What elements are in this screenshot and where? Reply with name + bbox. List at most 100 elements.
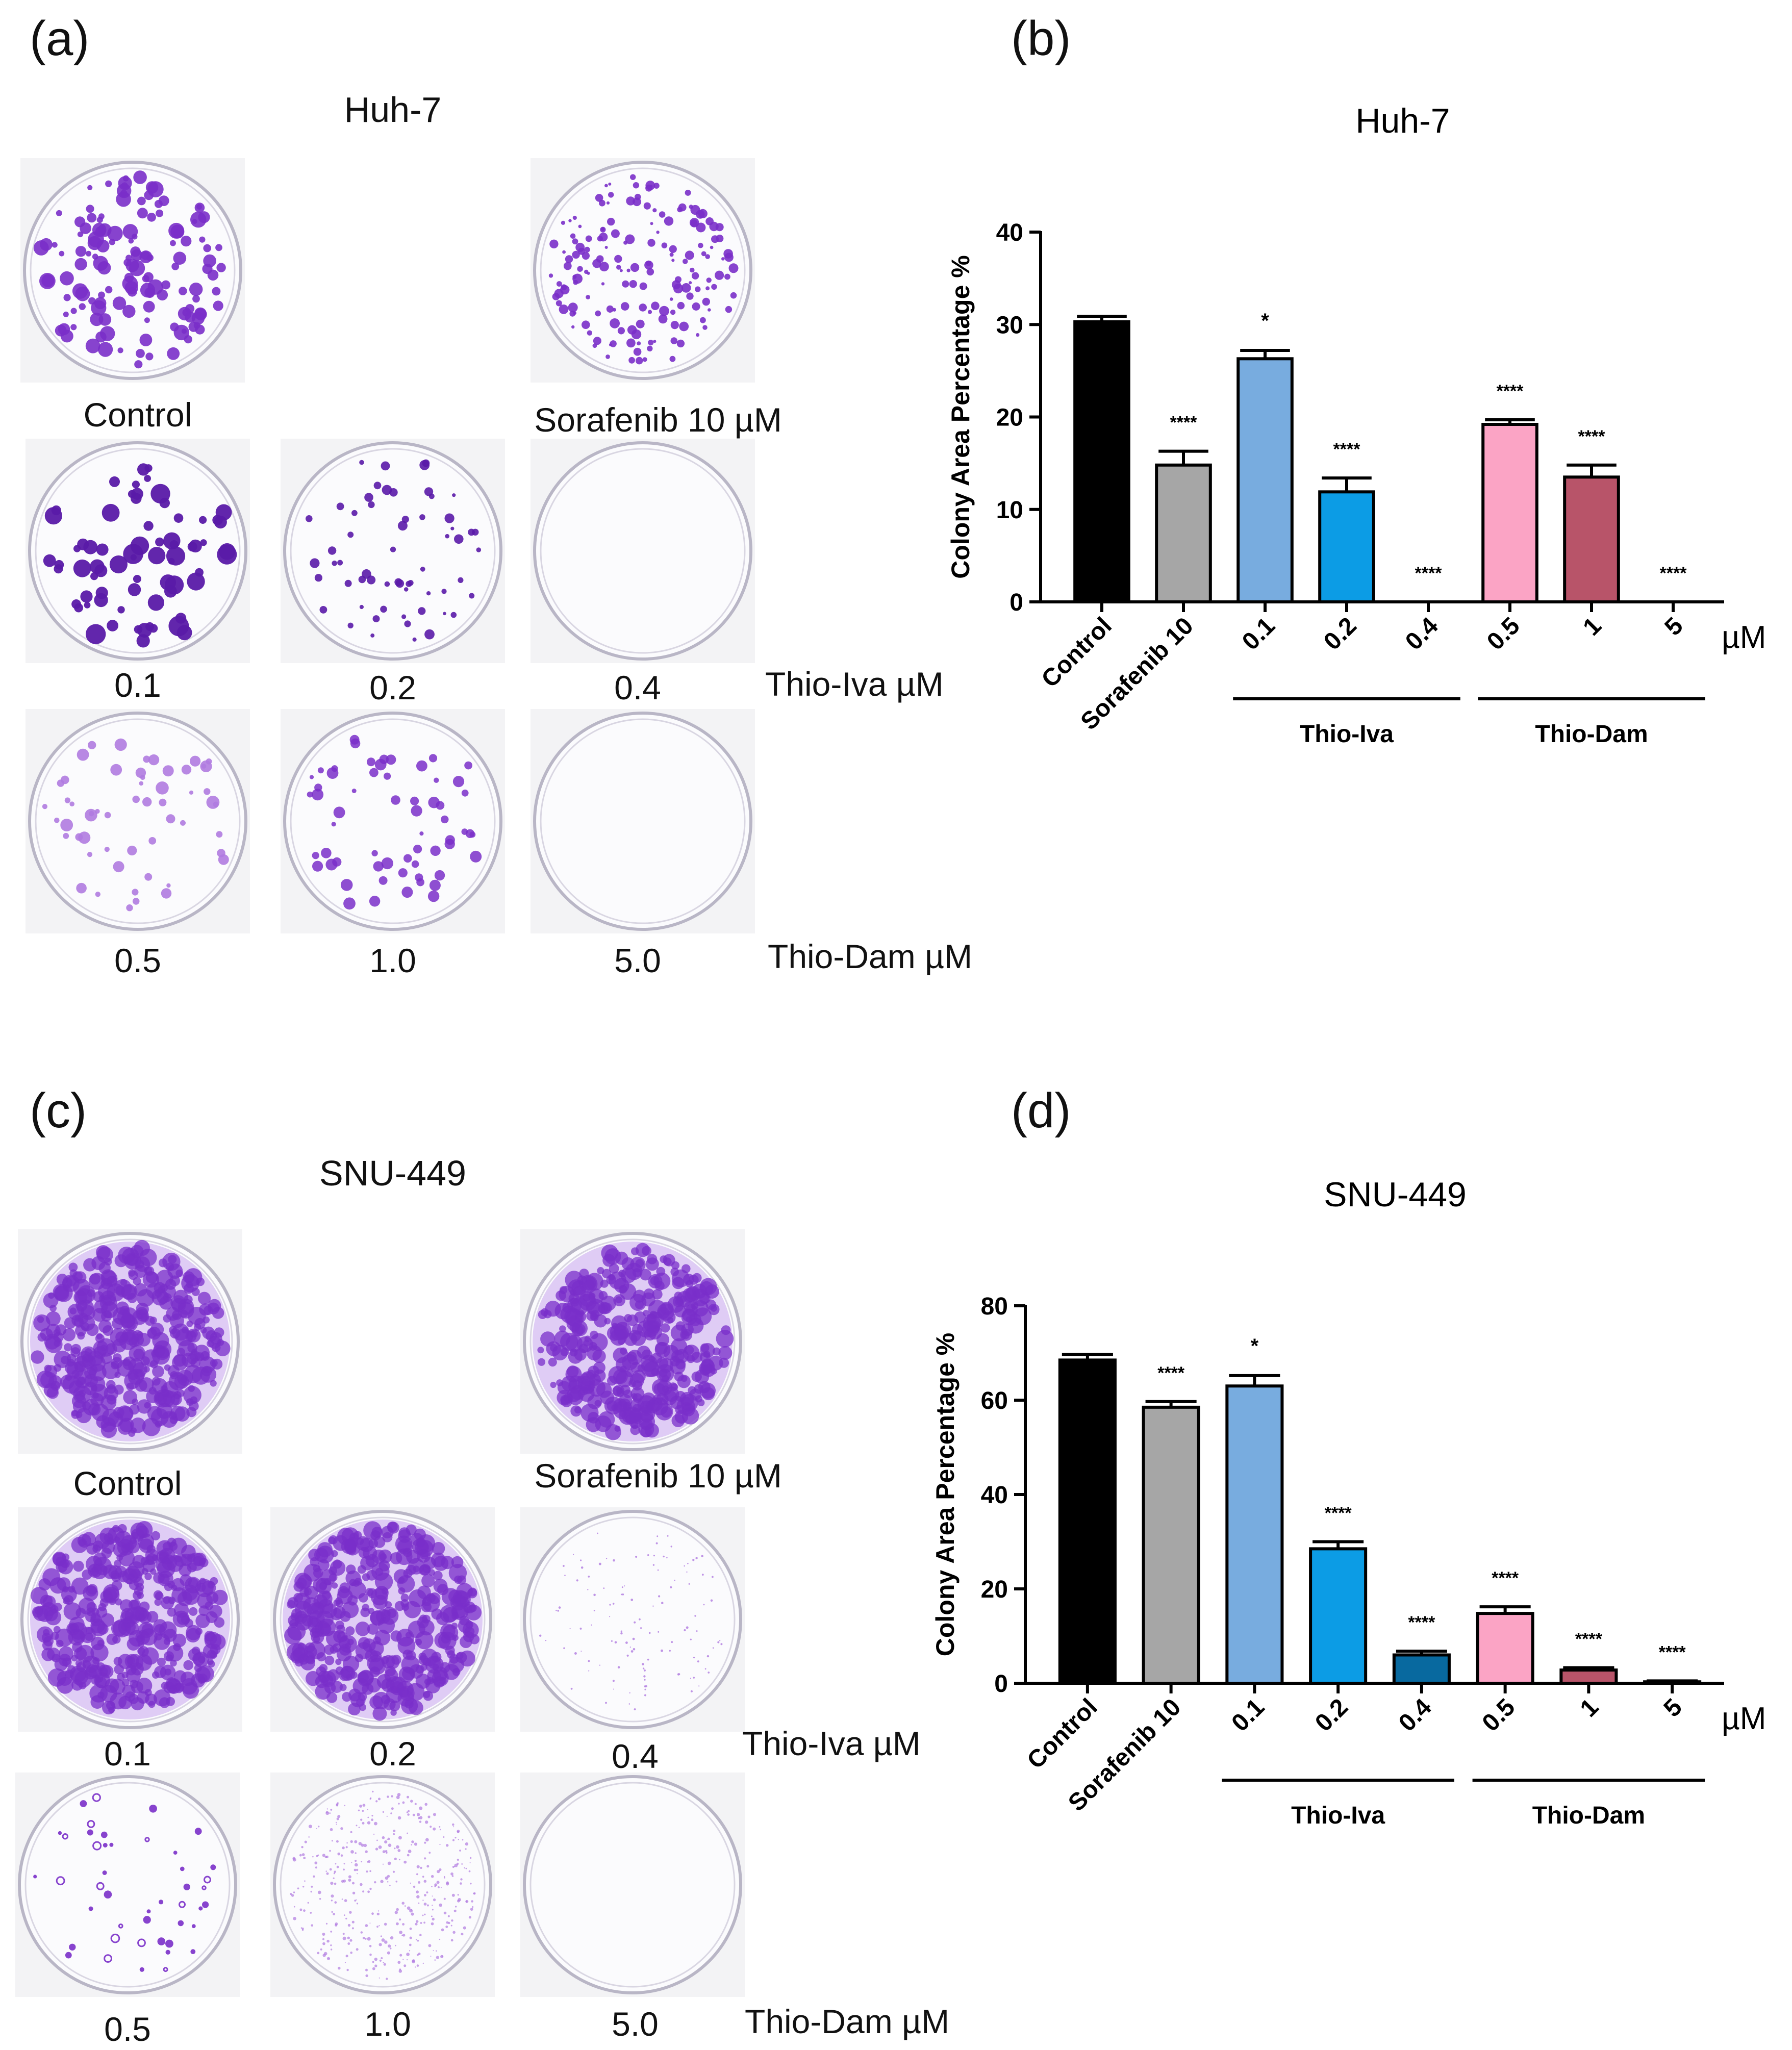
colony bbox=[567, 1365, 579, 1378]
colony bbox=[612, 1680, 615, 1682]
colony bbox=[202, 264, 213, 274]
colony bbox=[403, 854, 412, 863]
colony bbox=[691, 1371, 702, 1382]
colony bbox=[643, 1310, 649, 1317]
colony bbox=[411, 1840, 414, 1843]
colony bbox=[431, 1875, 434, 1878]
colony bbox=[422, 1876, 424, 1878]
colony bbox=[708, 1672, 710, 1674]
colony bbox=[365, 1968, 368, 1971]
colony bbox=[647, 1658, 649, 1661]
colony bbox=[396, 1795, 400, 1800]
colony bbox=[469, 1857, 472, 1859]
colony bbox=[395, 579, 405, 588]
colony bbox=[203, 1316, 210, 1324]
colony bbox=[181, 236, 192, 247]
colony bbox=[470, 850, 482, 863]
colony bbox=[643, 202, 651, 210]
colony bbox=[669, 245, 677, 253]
dish-snu449-dam-1.0 bbox=[270, 1773, 495, 1997]
colony bbox=[637, 341, 641, 346]
colony bbox=[623, 240, 628, 245]
colony bbox=[125, 1621, 139, 1635]
colony bbox=[387, 1839, 388, 1840]
colony bbox=[181, 765, 192, 775]
colony bbox=[133, 1349, 144, 1360]
dish-label-huh7-iva-0.4: 0.4 bbox=[614, 669, 661, 706]
colony bbox=[697, 1399, 705, 1406]
colony bbox=[385, 1876, 389, 1880]
colony bbox=[137, 1647, 145, 1655]
significance-label: **** bbox=[1170, 413, 1198, 433]
colony bbox=[470, 1883, 472, 1885]
colony bbox=[95, 587, 108, 599]
colony bbox=[629, 1647, 631, 1648]
colony bbox=[327, 546, 337, 555]
colony bbox=[69, 801, 74, 806]
colony bbox=[140, 1557, 149, 1565]
colony bbox=[409, 1927, 412, 1930]
colony bbox=[397, 1539, 413, 1555]
colony bbox=[356, 1825, 358, 1827]
dish-inner-rim bbox=[540, 718, 746, 924]
colony bbox=[157, 1937, 166, 1945]
colony bbox=[312, 852, 319, 859]
colony bbox=[198, 1605, 210, 1616]
colony bbox=[402, 1923, 405, 1926]
colony bbox=[702, 1387, 715, 1401]
colony bbox=[382, 1863, 384, 1865]
colony bbox=[65, 1952, 72, 1959]
colony bbox=[407, 1906, 411, 1910]
colony bbox=[87, 852, 93, 857]
y-tick-label: 20 bbox=[996, 404, 1023, 432]
dish-rim bbox=[523, 1775, 742, 1994]
colony bbox=[346, 1842, 348, 1844]
colony bbox=[197, 1592, 213, 1609]
colony bbox=[109, 1842, 114, 1847]
dish-label-huh7-dam-0.5: 0.5 bbox=[114, 942, 161, 979]
colony bbox=[312, 789, 324, 801]
colony bbox=[588, 1670, 590, 1672]
colony bbox=[130, 554, 137, 561]
colony bbox=[87, 1364, 98, 1375]
colony bbox=[411, 860, 419, 868]
colony bbox=[150, 484, 170, 504]
colony bbox=[444, 513, 455, 523]
colony bbox=[326, 1939, 330, 1943]
colony bbox=[635, 1259, 644, 1268]
colony bbox=[299, 1908, 302, 1911]
colony bbox=[324, 1856, 327, 1858]
colony bbox=[337, 1815, 341, 1818]
colony bbox=[436, 1950, 437, 1952]
colony bbox=[671, 280, 681, 289]
colony bbox=[391, 1807, 394, 1810]
colony bbox=[210, 1864, 216, 1870]
colony bbox=[136, 634, 150, 648]
colony bbox=[321, 848, 332, 858]
colony bbox=[698, 1685, 700, 1687]
colony bbox=[169, 1275, 180, 1286]
colony bbox=[330, 1882, 334, 1885]
colony bbox=[348, 1879, 351, 1882]
colony bbox=[464, 761, 472, 770]
dish-inner-rim bbox=[290, 448, 496, 654]
colony bbox=[564, 1575, 566, 1576]
colony bbox=[390, 1630, 402, 1642]
colony bbox=[609, 1616, 611, 1617]
colony bbox=[89, 1273, 101, 1285]
colony bbox=[711, 1305, 717, 1312]
colony bbox=[75, 286, 90, 301]
colony bbox=[617, 327, 625, 335]
colony bbox=[677, 207, 683, 213]
dish-inner-rim bbox=[529, 1238, 736, 1445]
colony bbox=[570, 1687, 573, 1690]
colony bbox=[373, 1636, 381, 1644]
colony bbox=[139, 781, 144, 786]
colony bbox=[329, 1812, 331, 1814]
colony bbox=[369, 1887, 372, 1890]
colony bbox=[559, 1286, 568, 1294]
colony bbox=[368, 501, 375, 509]
dish-huh7-dam-1.0 bbox=[281, 709, 505, 933]
colony bbox=[424, 1857, 426, 1860]
colony bbox=[382, 1811, 384, 1813]
